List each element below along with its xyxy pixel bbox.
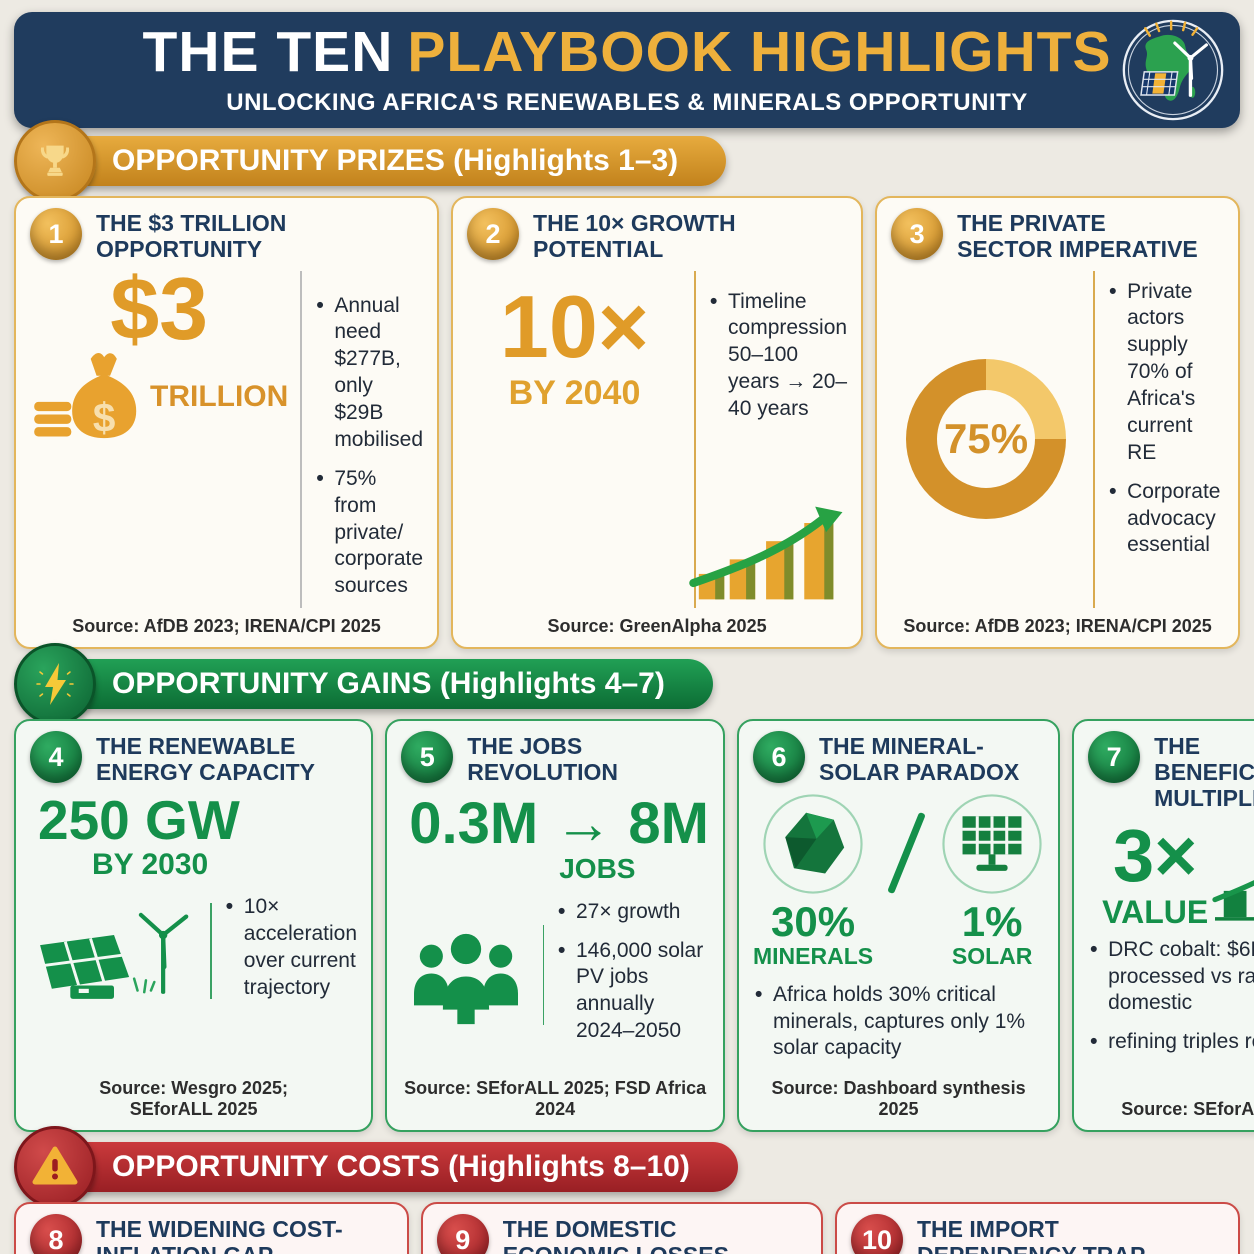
bullet-item: Timeline compression 50–100 years → 20–4… (708, 289, 847, 423)
slash-divider (887, 811, 926, 894)
people-group-icon (414, 933, 519, 1025)
warning-icon (14, 1126, 96, 1209)
card-number-badge: 5 (401, 731, 454, 784)
trophy-icon (14, 120, 96, 202)
value-growth-bars-icon (1212, 880, 1254, 921)
money-bag-icon: $ (32, 353, 137, 440)
card-8-cost-inflation-gap: 8 THE WIDENING COST-INFLATION GAP $248B … (14, 1202, 409, 1254)
card-title: THE RENEWABLE ENERGY CAPACITY (96, 733, 315, 785)
card-title: THE 10× GROWTH POTENTIAL (533, 210, 736, 262)
stat-label: BY 2030 (92, 847, 209, 881)
card-title: THE JOBS REVOLUTION (467, 733, 619, 785)
solar-panel-icon (942, 794, 1042, 894)
bullet-item: DRC cobalt: $6B processed vs raw exports… (1088, 937, 1254, 1018)
source-note: Source: SEforALL 2025 (1121, 1099, 1254, 1120)
card-7-beneficiation-multiplier: 7 THE BENEFICIATION MULTIPLIER 3× VALUE (1072, 719, 1254, 1133)
card-10-import-dependency-trap: 10 THE IMPORT DEPENDENCY TRAP $12B IMPOR… (835, 1202, 1240, 1254)
card-number-badge: 8 (30, 1214, 82, 1254)
stat-label-solar: SOLAR (951, 942, 1033, 969)
source-note: Source: GreenAlpha 2025 (547, 616, 767, 637)
source-note: Source: AfDB 2023; IRENA/CPI 2025 (72, 616, 381, 637)
section-costs-banner: OPPORTUNITY COSTS (Highlights 8–10) (14, 1126, 738, 1209)
solar-wind-icon (40, 912, 189, 999)
card-title: THE WIDENING COST-INFLATION GAP (96, 1216, 343, 1254)
card-2-growth-potential: 2 THE 10× GROWTH POTENTIAL 10× BY 2040 T… (451, 196, 864, 650)
section-prizes-banner: OPPORTUNITY PRIZES (Highlights 1–3) (14, 120, 727, 202)
stat-value: 10× (499, 276, 650, 376)
section-gains-banner: OPPORTUNITY GAINS (Highlights 4–7) (14, 643, 713, 726)
card-number-badge: 9 (436, 1214, 489, 1254)
bullet-item: Africa holds 30% critical minerals, capt… (753, 982, 1044, 1063)
card-title: THE DOMESTIC ECONOMIC LOSSES (502, 1216, 729, 1254)
bullet-item: 75% from private/ corporate sources (314, 466, 423, 600)
card-title: THE MINERAL-SOLAR PARADOX (818, 733, 1020, 785)
lightning-icon (14, 643, 96, 726)
card-number-badge: 3 (891, 208, 944, 260)
stat-value: 0.3M → 8M (409, 790, 709, 856)
card-title: THE PRIVATE SECTOR IMPERATIVE (957, 210, 1198, 262)
prizes-card-row: 1 THE $3 TRILLION OPPORTUNITY $3 (14, 196, 1240, 650)
card-1-trillion-opportunity: 1 THE $3 TRILLION OPPORTUNITY $3 (14, 196, 440, 650)
card-title: THE IMPORT DEPENDENCY TRAP (917, 1216, 1145, 1254)
card-title: THE BENEFICIATION MULTIPLIER (1154, 733, 1254, 811)
stat-value: 250 GW (38, 788, 240, 851)
donut-label: 75% (944, 415, 1029, 463)
bullet-item: 146,000 solar PV jobs annually 2024–2050 (556, 938, 709, 1046)
card-4-renewable-capacity: 4 THE RENEWABLE ENERGY CAPACITY 250 GW B… (14, 719, 374, 1133)
gains-card-row: 4 THE RENEWABLE ENERGY CAPACITY 250 GW B… (14, 719, 1254, 1133)
stat-value: 3× (1112, 814, 1198, 898)
card-number-badge: 4 (30, 731, 82, 784)
title-part-white: THE TEN (142, 19, 394, 84)
bullet-item: Corporate advocacy essential (1107, 479, 1224, 560)
source-note: Source: Wesgro 2025; SEforALL 2025 (99, 1078, 288, 1120)
card-number-badge: 10 (851, 1214, 903, 1254)
stat-label: TRILLION (150, 380, 289, 414)
page-subtitle: UNLOCKING AFRICA'S RENEWABLES & MINERALS… (226, 88, 1028, 116)
growth-bars-icon (689, 506, 843, 600)
bullet-item: Annual need $277B, only $29B mobilised (314, 293, 423, 454)
bullet-item: 10× acceleration over current trajectory (224, 894, 357, 1002)
source-note: Source: Dashboard synthesis 2025 (771, 1078, 1026, 1120)
stat-value-minerals: 30% (771, 897, 856, 945)
stat-label-minerals: MINERALS (752, 942, 874, 969)
stat-label: JOBS (559, 852, 636, 884)
stat-value: $3 (110, 258, 209, 358)
section-costs-title: OPPORTUNITY COSTS (Highlights 8–10) (112, 1150, 690, 1184)
card-title: THE $3 TRILLION OPPORTUNITY (96, 210, 287, 262)
card-number-badge: 6 (752, 731, 805, 784)
costs-card-row: 8 THE WIDENING COST-INFLATION GAP $248B … (14, 1202, 1240, 1254)
source-note: Source: SEforALL 2025; FSD Africa 2024 (404, 1078, 707, 1120)
card-3-private-sector: 3 THE PRIVATE SECTOR IMPERATIVE 75% Priv… (875, 196, 1240, 650)
header-banner: THE TEN PLAYBOOK HIGHLIGHTS UNLOCKING AFR… (14, 12, 1240, 128)
card-9-domestic-economic-losses: 9 THE DOMESTIC ECONOMIC LOSSES 3.6–15% G… (420, 1202, 823, 1254)
bullet-item: Private actors supply 70% of Africa's cu… (1107, 279, 1224, 467)
card-6-mineral-solar-paradox: 6 THE MINERAL-SOLAR PARADOX 30% MINERALS (736, 719, 1061, 1133)
africa-renewables-logo-icon (1122, 19, 1224, 121)
section-prizes-title: OPPORTUNITY PRIZES (Highlights 1–3) (112, 144, 679, 177)
source-note: Source: AfDB 2023; IRENA/CPI 2025 (903, 616, 1212, 637)
card-number-badge: 1 (30, 208, 82, 260)
bullet-item: refining triples returns (1088, 1029, 1254, 1056)
page-title: THE TEN PLAYBOOK HIGHLIGHTS (143, 23, 1112, 81)
mineral-rock-icon (763, 794, 863, 894)
card-number-badge: 7 (1088, 731, 1141, 784)
section-gains-title: OPPORTUNITY GAINS (Highlights 4–7) (112, 667, 665, 701)
bullet-item: 27× growth (556, 899, 709, 926)
stat-value-solar: 1% (961, 897, 1023, 945)
card-number-badge: 2 (467, 208, 520, 260)
title-part-gold: PLAYBOOK HIGHLIGHTS (407, 19, 1112, 84)
svg-text:$: $ (93, 394, 116, 440)
stat-label: BY 2040 (508, 374, 641, 413)
card-5-jobs-revolution: 5 THE JOBS REVOLUTION 0.3M → 8M JOBS 27×… (385, 719, 725, 1133)
stat-label: VALUE (1102, 893, 1209, 930)
donut-chart-75-percent: 75% (906, 359, 1067, 520)
